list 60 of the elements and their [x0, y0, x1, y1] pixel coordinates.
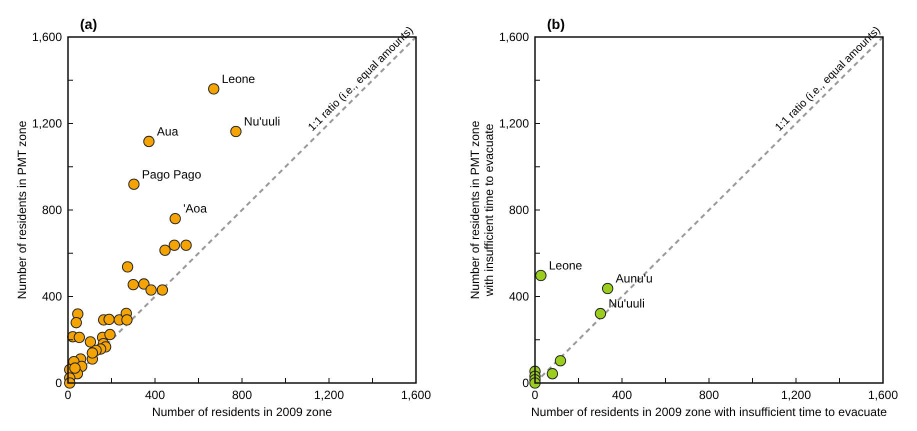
point: [145, 284, 157, 296]
y-tick-label: 0: [522, 376, 530, 390]
point: [159, 244, 171, 256]
x-tick-label: 1,200: [780, 388, 812, 402]
x-axis-title: Number of residents in 2009 zone with insufficient time to evacuate: [531, 405, 888, 419]
point: [70, 317, 82, 328]
point: [138, 278, 150, 290]
point: [594, 308, 606, 320]
x-tick-label: 800: [232, 388, 252, 402]
y-axis-title: Number of residents in PMT zone: [15, 120, 29, 300]
point: [554, 355, 566, 366]
y-tick-label: 800: [508, 203, 530, 217]
annotation: Nu'uuli: [244, 114, 280, 128]
annotation: Aunu'u: [616, 272, 653, 286]
point: [128, 278, 139, 290]
chart-title: (b): [547, 16, 565, 32]
point: [84, 336, 96, 348]
y-tick-label: 400: [42, 290, 62, 304]
point: [170, 213, 181, 224]
point: [121, 314, 133, 326]
x-tick-label: 400: [144, 388, 166, 402]
point: [86, 347, 98, 359]
annotation: Pago Pago: [142, 167, 202, 182]
y-tick-label: 400: [508, 290, 530, 304]
y-tick-label: 0: [55, 376, 62, 390]
x-tick-label: 1,600: [400, 388, 432, 402]
y-tick-label: 800: [42, 203, 62, 217]
point: [122, 261, 134, 273]
point: [128, 178, 140, 190]
point: [168, 240, 180, 251]
x-tick-label: 800: [698, 388, 720, 402]
point: [546, 368, 558, 380]
point: [74, 332, 85, 344]
point: [69, 362, 81, 374]
x-axis-title: Number of residents in 2009 zone: [152, 405, 332, 419]
x-tick-label: 0: [64, 388, 72, 402]
y-tick-label: 1,200: [498, 116, 530, 130]
point: [103, 314, 115, 326]
annotation: Nu'uuli: [608, 296, 645, 311]
annotation: Aua: [156, 124, 179, 138]
x-tick-label: 400: [612, 388, 632, 402]
point: [104, 328, 116, 340]
y-tick-label: 1,600: [498, 30, 530, 44]
point: [230, 126, 242, 138]
chart-title: (a): [80, 16, 98, 32]
point: [602, 282, 614, 294]
point: [143, 136, 155, 148]
point: [156, 284, 168, 296]
x-tick-label: 1,600: [868, 388, 898, 402]
annotation: Leone: [222, 72, 256, 86]
point: [535, 270, 547, 282]
x-tick-label: 1,200: [314, 388, 344, 402]
y-tick-label: 1,200: [32, 116, 62, 130]
y-axis-title: Number of residents in PMT zone with insufficient time to evacuate: [468, 120, 496, 300]
point: [208, 83, 220, 95]
annotation: 'Aoa: [183, 202, 208, 216]
annotation: Leone: [548, 258, 583, 273]
y-tick-label: 1,600: [32, 30, 62, 44]
point: [180, 240, 192, 251]
x-tick-label: 0: [532, 388, 539, 402]
